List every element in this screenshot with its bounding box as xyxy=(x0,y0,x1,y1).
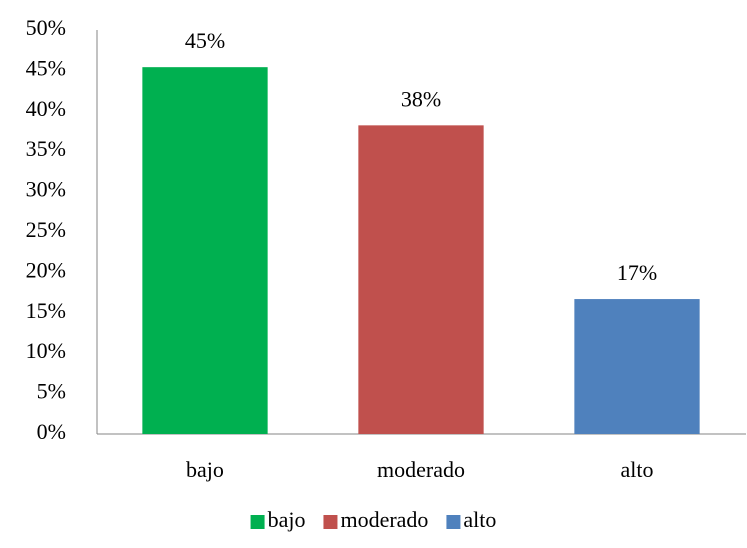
bar xyxy=(358,125,484,435)
y-tick-label: 30% xyxy=(26,177,66,202)
y-tick-label: 15% xyxy=(26,298,66,323)
legend-label: alto xyxy=(463,507,496,532)
bar xyxy=(574,299,700,434)
data-label: 38% xyxy=(401,86,441,111)
y-tick-label: 20% xyxy=(26,257,66,282)
y-tick-label: 35% xyxy=(26,136,66,161)
legend-swatch xyxy=(250,515,265,529)
legend-label: moderado xyxy=(340,507,428,532)
y-tick-label: 0% xyxy=(37,419,66,444)
y-tick-label: 25% xyxy=(26,217,66,242)
y-tick-label: 40% xyxy=(26,96,66,121)
x-tick-label: moderado xyxy=(377,457,465,482)
data-label: 45% xyxy=(185,28,225,53)
bar xyxy=(142,67,268,434)
y-tick-label: 5% xyxy=(37,379,66,404)
y-tick-label: 45% xyxy=(26,55,66,80)
legend-label: bajo xyxy=(268,507,306,532)
y-tick-label: 10% xyxy=(26,338,66,363)
legend-swatch xyxy=(446,515,461,529)
legend-swatch xyxy=(323,515,338,529)
x-tick-label: bajo xyxy=(186,457,224,482)
data-label: 17% xyxy=(617,260,657,285)
y-tick-label: 50% xyxy=(26,15,66,40)
x-tick-label: alto xyxy=(621,457,654,482)
